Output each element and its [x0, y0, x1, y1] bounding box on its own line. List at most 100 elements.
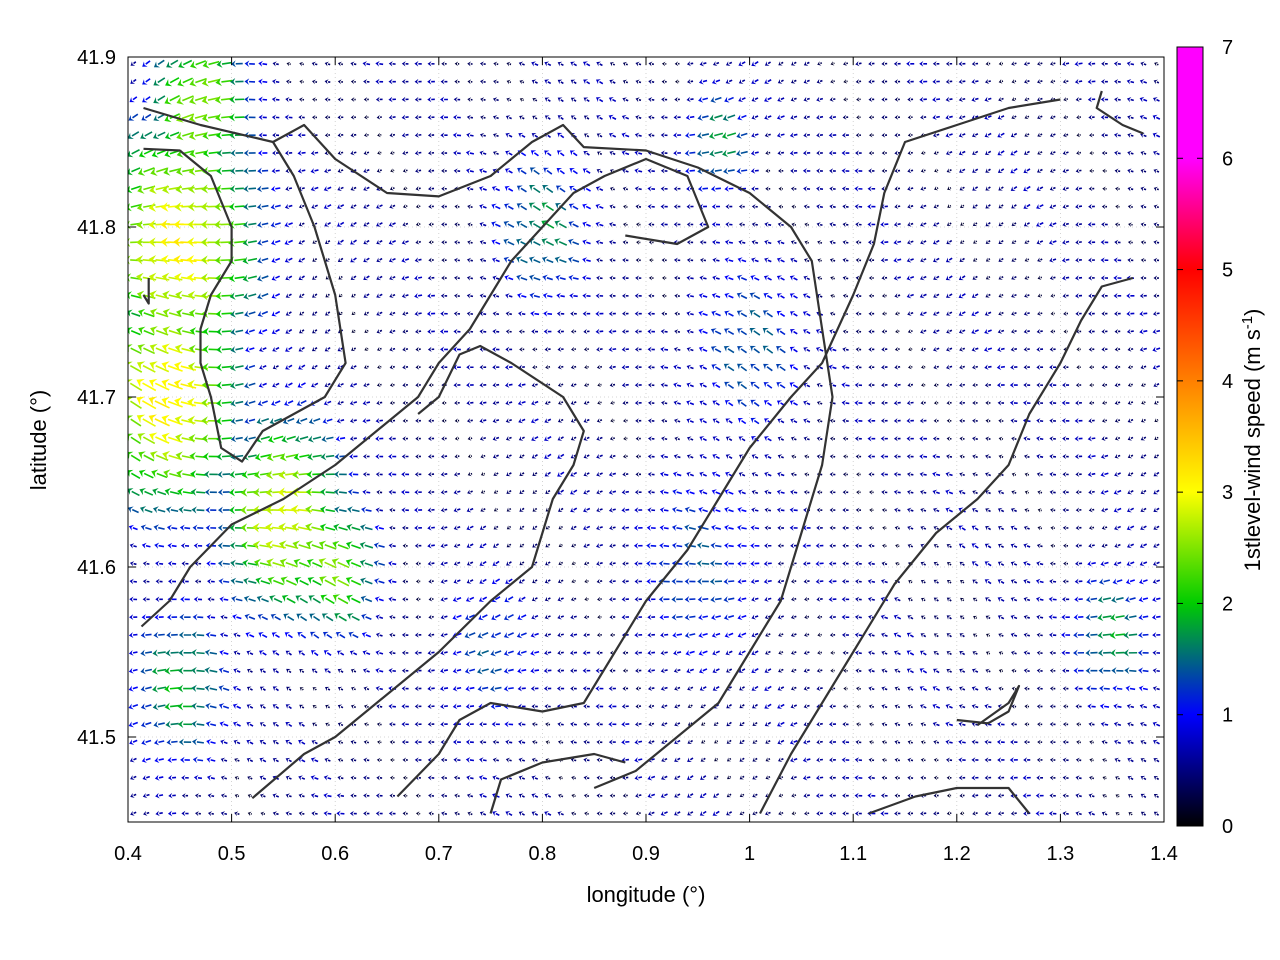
wind-arrow: [517, 685, 526, 692]
wind-arrow: [336, 792, 345, 799]
wind-arrow: [751, 685, 759, 691]
wind-arrow: [1126, 96, 1134, 103]
wind-arrow: [971, 525, 979, 531]
wind-arrow: [519, 543, 525, 548]
wind-arrow: [297, 382, 306, 388]
wind-arrow: [635, 454, 641, 459]
wind-arrow: [479, 150, 487, 156]
wind-arrow: [188, 131, 208, 141]
wind-arrow: [881, 400, 888, 406]
wind-arrow: [920, 704, 927, 710]
wind-arrow: [1010, 739, 1018, 745]
wind-arrow: [1088, 203, 1095, 210]
wind-arrow: [519, 561, 525, 566]
wind-arrow: [1075, 221, 1082, 228]
wind-arrow: [635, 721, 642, 727]
wind-arrow: [841, 400, 850, 406]
wind-arrow: [325, 311, 331, 316]
wind-arrow: [257, 221, 269, 228]
wind-arrow: [441, 204, 447, 210]
wind-arrow: [1085, 596, 1098, 603]
wind-arrow: [842, 489, 849, 495]
wind-arrow: [243, 167, 256, 175]
wind-arrow: [790, 329, 798, 335]
wind-arrow: [154, 614, 164, 621]
wind-arrow: [684, 578, 696, 585]
wind-arrow: [713, 721, 719, 726]
wind-arrow: [932, 703, 941, 710]
wind-arrow: [452, 703, 462, 710]
wind-arrow: [1126, 525, 1135, 531]
wind-arrow: [790, 721, 798, 727]
wind-arrow: [920, 810, 927, 817]
wind-arrow: [984, 382, 991, 388]
coastline: [143, 141, 347, 463]
wind-arrow: [259, 686, 266, 692]
wind-arrow: [856, 704, 861, 709]
wind-arrow: [284, 239, 293, 246]
wind-arrow: [750, 399, 760, 407]
wind-arrow: [272, 78, 280, 85]
wind-arrow: [867, 185, 876, 192]
wind-arrow: [259, 650, 267, 656]
wind-arrow: [997, 168, 1005, 173]
wind-arrow: [441, 811, 448, 817]
wind-arrow: [204, 649, 218, 657]
wind-arrow: [165, 506, 179, 514]
wind-arrow: [945, 471, 953, 478]
wind-arrow: [738, 96, 746, 103]
wind-arrow: [269, 595, 283, 604]
wind-arrow: [894, 525, 900, 531]
wind-arrow: [1023, 311, 1030, 317]
wind-arrow: [1048, 596, 1057, 603]
wind-arrow: [233, 650, 241, 656]
wind-arrow: [698, 328, 708, 335]
wind-arrow: [958, 275, 966, 281]
wind-arrow: [933, 544, 939, 549]
wind-arrow: [634, 328, 642, 335]
wind-arrow: [389, 793, 395, 799]
wind-arrow: [1166, 614, 1173, 619]
wind-arrow: [1036, 757, 1043, 763]
wind-arrow: [985, 222, 991, 227]
wind-arrow: [323, 810, 332, 817]
wind-arrow: [997, 346, 1005, 353]
wind-arrow: [142, 561, 150, 567]
wind-arrow: [920, 257, 927, 263]
wind-arrow: [1037, 293, 1043, 298]
wind-arrow: [532, 364, 538, 370]
wind-arrow: [842, 275, 849, 281]
wind-arrow: [597, 382, 602, 388]
wind-arrow: [583, 328, 590, 335]
wind-arrow: [1011, 221, 1017, 227]
wind-arrow: [621, 132, 630, 138]
wind-arrow: [453, 489, 461, 495]
wind-arrow: [750, 542, 760, 549]
wind-arrow: [920, 525, 927, 531]
wind-arrow: [556, 292, 565, 299]
wind-arrow: [816, 668, 823, 674]
wind-arrow: [984, 132, 992, 138]
wind-arrow: [1140, 739, 1147, 745]
wind-arrow: [465, 614, 476, 621]
wind-arrow: [725, 436, 733, 442]
wind-arrow: [1075, 257, 1082, 263]
wind-arrow: [350, 186, 357, 191]
wind-arrow: [932, 96, 941, 103]
wind-arrow: [389, 275, 396, 281]
wind-arrow: [453, 471, 461, 477]
wind-arrow: [193, 542, 203, 549]
wind-arrow: [298, 722, 305, 727]
wind-arrow: [1139, 96, 1148, 103]
wind-arrow: [634, 400, 642, 406]
wind-arrow: [854, 810, 862, 817]
wind-arrow: [893, 400, 901, 406]
wind-arrow: [752, 793, 758, 798]
wind-arrow: [388, 221, 396, 227]
wind-arrow: [1087, 78, 1096, 85]
wind-arrow: [1089, 740, 1094, 745]
wind-arrow: [479, 721, 487, 728]
wind-arrow: [230, 417, 244, 425]
wind-arrow: [608, 328, 617, 335]
wind-arrow: [568, 274, 579, 282]
